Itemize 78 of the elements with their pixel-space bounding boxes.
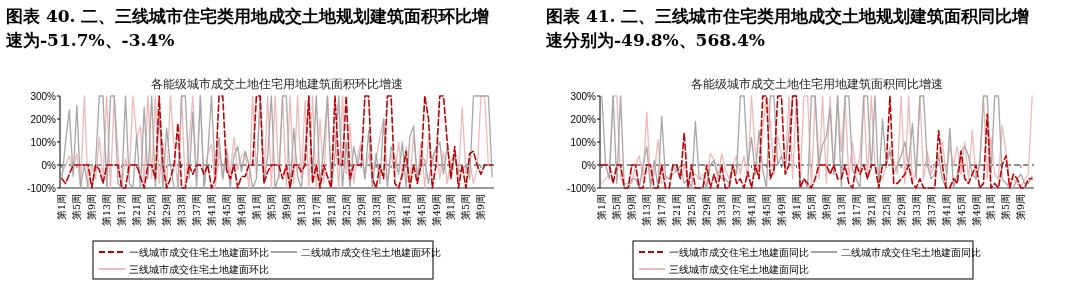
x-tick-label: 第1周 (596, 194, 608, 221)
y-tick-label: 300% (30, 90, 57, 102)
x-tick-label: 第5周 (71, 194, 83, 221)
x-tick-label: 第5周 (611, 194, 623, 221)
x-tick-label: 第5周 (1000, 194, 1012, 221)
x-tick-label: 第5周 (805, 194, 817, 221)
legend-label: 一线城市成交住宅土地建面环比 (129, 246, 269, 258)
x-tick-label: 第21周 (671, 194, 683, 227)
x-tick-label: 第1周 (985, 194, 997, 221)
x-tick-label: 第49周 (775, 194, 787, 227)
x-tick-label: 第41周 (746, 194, 758, 227)
y-tick-label: -100% (567, 182, 597, 194)
x-tick-label: 第29周 (895, 194, 907, 227)
x-tick-label: 第41周 (206, 194, 218, 227)
x-tick-label: 第9周 (1015, 194, 1027, 221)
x-tick-label: 第33周 (716, 194, 728, 227)
x-tick-label: 第29周 (161, 194, 173, 227)
y-tick-label: 0% (41, 159, 57, 171)
legend-label: 二线城市成交住宅土地建面环比 (301, 246, 441, 258)
x-tick-label: 第9周 (86, 194, 98, 221)
x-tick-label: 第41周 (940, 194, 952, 227)
x-tick-label: 第49周 (235, 194, 247, 227)
x-tick-label: 第41周 (400, 194, 412, 227)
x-tick-label: 第9周 (626, 194, 638, 221)
x-tick-label: 第13周 (101, 194, 113, 227)
y-tick-label: 200% (570, 113, 597, 125)
x-tick-label: 第37周 (731, 194, 743, 227)
x-tick-label: 第1周 (250, 194, 262, 221)
x-tick-label: 第21周 (865, 194, 877, 227)
x-tick-label: 第49周 (970, 194, 982, 227)
chart-subtitle: 各能级城市成交土地住宅用地建筑面积环比增速 (151, 77, 403, 91)
x-tick-label: 第21周 (325, 194, 337, 227)
x-tick-label: 第9周 (820, 194, 832, 221)
x-tick-label: 第29周 (355, 194, 367, 227)
legend-label: 三线城市成交住宅土地建面同比 (669, 263, 809, 275)
x-tick-label: 第45周 (220, 194, 232, 227)
x-tick-label: 第25周 (880, 194, 892, 227)
x-tick-label: 第21周 (131, 194, 143, 227)
chart-title: 图表 40. 二、三线城市住宅类用地成交土地规划建筑面积环比增速为-51.7%、-3.4% (6, 5, 491, 52)
chart-title: 图表 41. 二、三线城市住宅类用地成交土地规划建筑面积同比增速分别为-49.8%、568.4% (546, 5, 1031, 52)
x-tick-label: 第17周 (116, 194, 128, 227)
x-tick-label: 第33周 (176, 194, 188, 227)
x-tick-label: 第45周 (760, 194, 772, 227)
y-tick-label: 0% (581, 159, 597, 171)
x-tick-label: 第13周 (835, 194, 847, 227)
x-tick-label: 第17周 (656, 194, 668, 227)
x-tick-label: 第5周 (460, 194, 472, 221)
x-tick-label: 第45周 (415, 194, 427, 227)
x-tick-label: 第33周 (910, 194, 922, 227)
legend-label: 二线城市成交住宅土地建面同比 (841, 246, 981, 258)
x-tick-label: 第9周 (475, 194, 487, 221)
x-tick-label: 第9周 (280, 194, 292, 221)
x-tick-label: 第33周 (370, 194, 382, 227)
x-tick-label: 第1周 (790, 194, 802, 221)
x-tick-label: 第13周 (641, 194, 653, 227)
x-tick-label: 第13周 (295, 194, 307, 227)
x-tick-label: 第5周 (265, 194, 277, 221)
y-tick-label: -100% (27, 182, 57, 194)
x-tick-label: 第1周 (56, 194, 68, 221)
y-tick-label: 300% (570, 90, 597, 102)
x-tick-label: 第17周 (850, 194, 862, 227)
x-tick-label: 第25周 (146, 194, 158, 227)
x-tick-label: 第17周 (310, 194, 322, 227)
y-tick-label: 200% (30, 113, 57, 125)
y-tick-label: 100% (570, 136, 597, 148)
x-tick-label: 第25周 (340, 194, 352, 227)
x-tick-label: 第49周 (430, 194, 442, 227)
x-tick-label: 第1周 (445, 194, 457, 221)
y-tick-label: 100% (30, 136, 57, 148)
legend-label: 一线城市成交住宅土地建面同比 (669, 246, 809, 258)
chart-subtitle: 各能级城市成交土地住宅用地建筑面积同比增速 (691, 77, 943, 91)
x-tick-label: 第37周 (385, 194, 397, 227)
x-tick-label: 第37周 (191, 194, 203, 227)
x-tick-label: 第45周 (955, 194, 967, 227)
x-tick-label: 第29周 (701, 194, 713, 227)
x-tick-label: 第37周 (925, 194, 937, 227)
x-tick-label: 第25周 (686, 194, 698, 227)
legend-label: 三线城市成交住宅土地建面环比 (129, 263, 269, 275)
